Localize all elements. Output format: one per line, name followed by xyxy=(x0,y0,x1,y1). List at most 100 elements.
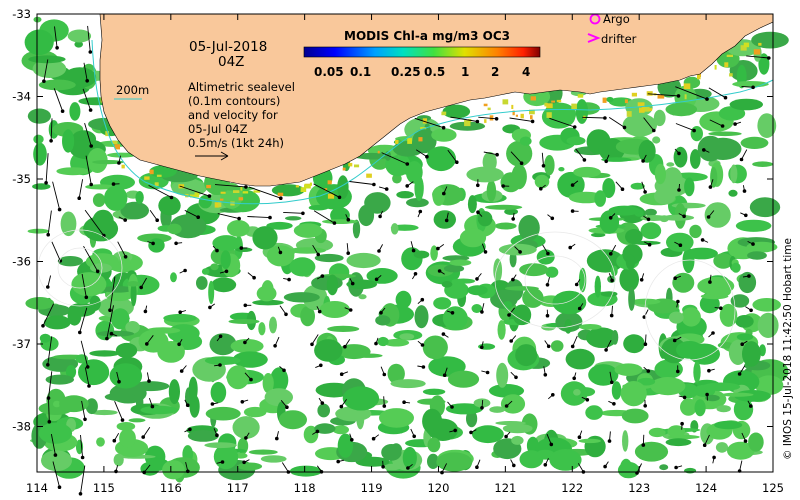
velocity-arrow-head xyxy=(604,159,608,164)
chlorophyll-patch xyxy=(504,208,518,215)
velocity-arrow-head xyxy=(60,109,65,113)
chlorophyll-patch xyxy=(383,338,410,347)
chlorophyll-patch xyxy=(549,449,582,471)
chlorophyll-patch xyxy=(230,339,264,354)
velocity-arrow-head xyxy=(494,117,499,121)
chlorophyll-patch xyxy=(101,286,134,293)
velocity-arrow-head xyxy=(244,436,248,440)
velocity-arrow-head xyxy=(384,187,389,191)
chlorophyll-speck xyxy=(464,120,471,127)
chlorophyll-patch xyxy=(668,311,684,324)
velocity-arrow-head xyxy=(374,341,378,346)
velocity-arrow-head xyxy=(610,380,614,385)
chlorophyll-speck xyxy=(726,54,733,57)
chlorophyll-patch xyxy=(163,313,197,323)
chlorophyll-patch xyxy=(466,166,504,183)
chlorophyll-patch xyxy=(38,79,76,91)
velocity-arrow-head xyxy=(141,435,145,439)
colorbar-tick: 0.25 xyxy=(391,65,421,79)
velocity-arrow-head xyxy=(381,465,385,469)
chlorophyll-patch xyxy=(356,407,365,430)
velocity-arrow-head xyxy=(475,465,479,470)
chlorophyll-patch xyxy=(322,219,358,225)
velocity-arrow-head xyxy=(169,195,174,200)
chlorophyll-patch xyxy=(545,266,559,278)
velocity-arrow-head xyxy=(585,398,590,402)
velocity-arrow xyxy=(109,276,116,311)
velocity-arrow-head xyxy=(504,404,509,408)
chlorophyll-patch xyxy=(33,134,44,144)
chlorophyll-patch xyxy=(623,334,645,354)
y-axis-tick-label: -33 xyxy=(12,7,31,21)
chlorophyll-patch xyxy=(611,330,619,345)
chlorophyll-patch xyxy=(715,442,729,453)
velocity-arrow-head xyxy=(495,152,499,157)
velocity-arrow xyxy=(142,426,151,438)
chlorophyll-patch xyxy=(120,201,149,220)
velocity-arrow-head xyxy=(485,370,490,375)
chlorophyll-patch xyxy=(754,375,784,396)
chlorophyll-speck xyxy=(502,99,509,105)
chlorophyll-patch xyxy=(366,268,398,284)
velocity-arrow xyxy=(450,116,478,122)
chlorophyll-patch xyxy=(326,274,339,296)
velocity-arrow-head xyxy=(402,400,406,405)
plot-frame xyxy=(36,13,774,473)
velocity-arrow xyxy=(248,186,281,199)
chlorophyll-patch xyxy=(354,353,383,358)
velocity-arrow-head xyxy=(570,183,575,187)
y-axis-tick-label: -38 xyxy=(12,420,31,434)
chlorophyll-speck xyxy=(743,42,750,48)
chlorophyll-speck xyxy=(218,201,222,208)
chlorophyll-patch xyxy=(131,381,170,392)
chlorophyll-patch xyxy=(264,388,293,407)
chlorophyll-patch xyxy=(522,287,544,308)
chlorophyll-speck xyxy=(327,180,332,185)
x-axis-tick-label: 115 xyxy=(93,481,115,495)
chlorophyll-patch xyxy=(83,216,119,242)
chlorophyll-patch xyxy=(392,141,424,157)
chlorophyll-patch xyxy=(74,41,83,48)
velocity-arrow-head xyxy=(244,185,248,189)
velocity-arrow-head xyxy=(742,189,747,193)
chlorophyll-patch xyxy=(494,222,517,230)
chlorophyll-patch xyxy=(684,177,695,197)
velocity-arrow-head xyxy=(237,216,241,221)
chlorophyll-patch xyxy=(256,285,277,302)
velocity-arrow-head xyxy=(572,125,577,129)
chlorophyll-speck xyxy=(253,190,261,193)
chlorophyll-speck xyxy=(639,107,645,113)
velocity-arrow-head xyxy=(372,182,376,187)
chlorophyll-patch xyxy=(433,297,452,310)
chlorophyll-patch xyxy=(85,184,116,190)
velocity-arrow-head xyxy=(582,158,587,162)
velocity-arrow-head xyxy=(215,433,219,438)
velocity-arrow xyxy=(708,87,726,99)
velocity-arrow-head xyxy=(46,363,50,367)
chlorophyll-patch xyxy=(594,190,606,207)
chlorophyll-patch xyxy=(601,157,632,162)
velocity-arrow-head xyxy=(49,139,53,143)
chlorophyll-patch xyxy=(606,96,614,103)
chlorophyll-patch xyxy=(375,315,391,326)
chlorophyll-speck xyxy=(105,131,109,137)
velocity-arrow-head xyxy=(546,344,551,349)
chlorophyll-patch xyxy=(443,264,465,273)
chlorophyll-patch xyxy=(87,148,108,173)
chlorophyll-speck xyxy=(489,115,494,121)
velocity-arrow-head xyxy=(374,277,379,282)
colorbar-tick: 0.05 xyxy=(314,65,344,79)
chlorophyll-patch xyxy=(515,344,538,367)
velocity-arrow-head xyxy=(346,217,351,222)
chlorophyll-patch xyxy=(433,210,456,229)
chlorophyll-speck xyxy=(342,167,346,171)
velocity-arrow-head xyxy=(677,188,681,192)
chlorophyll-patch xyxy=(752,298,781,312)
velocity-arrow-head xyxy=(712,455,716,460)
velocity-arrow xyxy=(741,85,754,88)
chlorophyll-patch xyxy=(467,195,477,214)
velocity-arrow-head xyxy=(641,159,645,163)
velocity-arrow xyxy=(42,303,55,326)
velocity-arrow-head xyxy=(677,151,681,156)
chlorophyll-patch xyxy=(32,59,67,78)
